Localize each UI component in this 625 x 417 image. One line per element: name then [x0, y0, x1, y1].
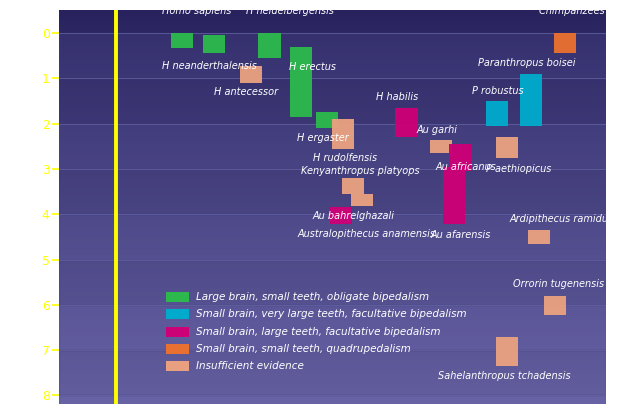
- Text: Kenyanthropus platyops: Kenyanthropus platyops: [301, 166, 420, 176]
- FancyBboxPatch shape: [171, 33, 193, 48]
- FancyBboxPatch shape: [351, 194, 373, 206]
- Bar: [59, 395, 606, 417]
- Bar: [59, 350, 606, 395]
- Bar: [59, 124, 606, 169]
- Text: Large brain, small teeth, obligate bipedalism: Large brain, small teeth, obligate biped…: [196, 292, 429, 302]
- FancyBboxPatch shape: [166, 327, 189, 337]
- Text: H habilis: H habilis: [376, 92, 419, 102]
- FancyBboxPatch shape: [166, 361, 189, 371]
- Bar: [59, 259, 606, 305]
- FancyBboxPatch shape: [290, 47, 312, 117]
- Text: Small brain, small teeth, quadrupedalism: Small brain, small teeth, quadrupedalism: [196, 344, 411, 354]
- Text: P aethiopicus: P aethiopicus: [486, 163, 551, 173]
- FancyBboxPatch shape: [341, 178, 364, 194]
- FancyBboxPatch shape: [443, 167, 465, 224]
- FancyBboxPatch shape: [166, 309, 189, 319]
- Text: Australopithecus anamensis: Australopithecus anamensis: [297, 229, 435, 239]
- FancyBboxPatch shape: [240, 66, 262, 83]
- Text: P robustus: P robustus: [471, 85, 523, 95]
- FancyBboxPatch shape: [329, 207, 352, 224]
- FancyBboxPatch shape: [203, 35, 225, 53]
- Text: Orrorin tugenensis: Orrorin tugenensis: [512, 279, 604, 289]
- FancyBboxPatch shape: [544, 296, 566, 315]
- Text: Au garhi: Au garhi: [416, 125, 457, 135]
- FancyBboxPatch shape: [496, 337, 518, 366]
- FancyBboxPatch shape: [486, 101, 508, 126]
- FancyBboxPatch shape: [528, 230, 550, 244]
- Bar: [59, 169, 606, 214]
- FancyBboxPatch shape: [496, 137, 518, 158]
- Text: Au afarensis: Au afarensis: [430, 230, 491, 240]
- FancyBboxPatch shape: [316, 112, 338, 128]
- Text: H rudolfensis: H rudolfensis: [313, 153, 377, 163]
- Text: Insufficient evidence: Insufficient evidence: [196, 361, 304, 371]
- Text: Chimpanzees (Pan): Chimpanzees (Pan): [539, 6, 625, 16]
- FancyBboxPatch shape: [258, 33, 281, 58]
- FancyBboxPatch shape: [430, 140, 452, 153]
- Text: Ardipithecus ramidus: Ardipithecus ramidus: [509, 214, 614, 224]
- Text: H neanderthalensis: H neanderthalensis: [162, 61, 258, 71]
- Text: H ergaster: H ergaster: [297, 133, 349, 143]
- FancyBboxPatch shape: [554, 33, 576, 53]
- Text: Sahelanthropus tchadensis: Sahelanthropus tchadensis: [438, 371, 571, 381]
- FancyBboxPatch shape: [449, 144, 471, 171]
- Bar: [59, 78, 606, 124]
- Y-axis label: Millions of years: Millions of years: [23, 157, 36, 258]
- Text: H antecessor: H antecessor: [214, 86, 278, 96]
- Text: Small brain, very large teeth, facultative bipedalism: Small brain, very large teeth, facultati…: [196, 309, 466, 319]
- Text: H heidelbergensis: H heidelbergensis: [246, 6, 334, 16]
- FancyBboxPatch shape: [396, 108, 418, 137]
- Text: Small brain, large teeth, facultative bipedalism: Small brain, large teeth, facultative bi…: [196, 327, 440, 337]
- Text: Paranthropus boisei: Paranthropus boisei: [478, 58, 576, 68]
- Text: Au bahrelghazali: Au bahrelghazali: [313, 211, 395, 221]
- FancyBboxPatch shape: [520, 74, 542, 126]
- FancyBboxPatch shape: [332, 119, 354, 148]
- Text: H erectus: H erectus: [289, 62, 336, 72]
- FancyBboxPatch shape: [166, 344, 189, 354]
- Bar: [59, 33, 606, 78]
- Text: Au africanus: Au africanus: [436, 162, 497, 172]
- Bar: [59, 305, 606, 350]
- Bar: [59, 214, 606, 259]
- Text: Homo sapiens: Homo sapiens: [162, 6, 232, 16]
- FancyBboxPatch shape: [166, 292, 189, 302]
